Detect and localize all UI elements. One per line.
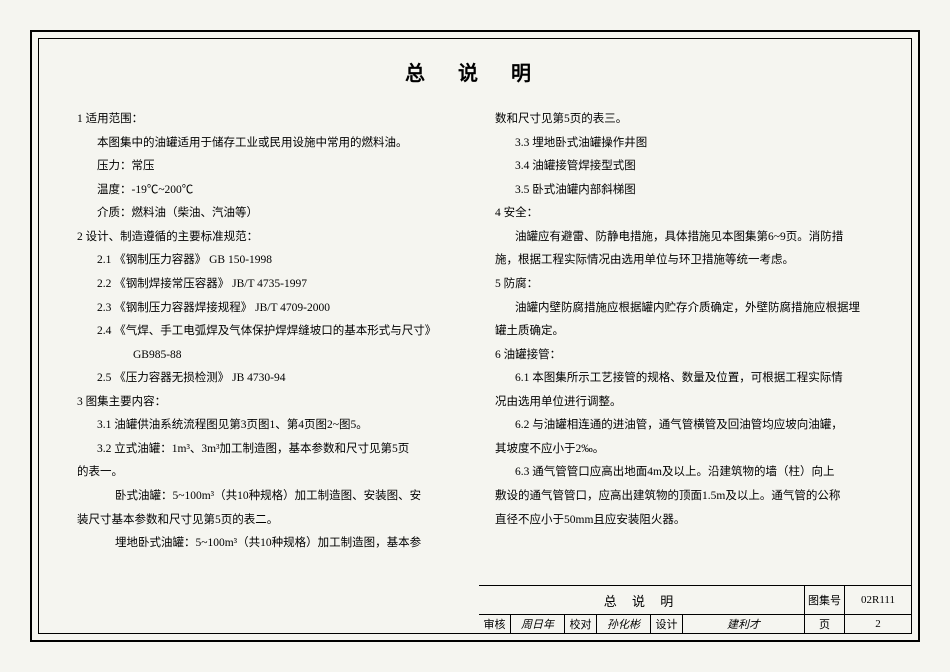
text-line: 装尺寸基本参数和尺寸见第5页的表二。 — [77, 509, 455, 533]
text-line: 压力：常压 — [77, 155, 455, 179]
text-line: 3.5 卧式油罐内部斜梯图 — [495, 179, 873, 203]
text-line: 卧式油罐：5~100m³（共10种规格）加工制造图、安装图、安 — [77, 485, 455, 509]
text-line: 2.5 《压力容器无损检测》 JB 4730-94 — [77, 367, 455, 391]
text-line: 的表一。 — [77, 461, 455, 485]
text-line: 温度：-19℃~200℃ — [77, 179, 455, 203]
text-line: 2.2 《钢制焊接常压容器》 JB/T 4735-1997 — [77, 273, 455, 297]
title-block-main: 总 说 明 审核 周日年 校对 孙化彬 设计 建利才 — [479, 586, 805, 633]
text-line: 埋地卧式油罐：5~100m³（共10种规格）加工制造图，基本参 — [77, 532, 455, 556]
tujihao-label: 图集号 — [805, 586, 845, 614]
inner-frame: 总 说 明 1 适用范围：本图集中的油罐适用于储存工业或民用设施中常用的燃料油。… — [38, 38, 912, 634]
text-line: 罐土质确定。 — [495, 320, 873, 344]
content-area: 总 说 明 1 适用范围：本图集中的油罐适用于储存工业或民用设施中常用的燃料油。… — [39, 39, 911, 585]
page-title: 总 说 明 — [77, 57, 873, 86]
left-column: 1 适用范围：本图集中的油罐适用于储存工业或民用设施中常用的燃料油。压力：常压温… — [77, 108, 455, 556]
text-line: 3 图集主要内容： — [77, 391, 455, 415]
text-line: 油罐应有避雷、防静电措施，具体措施见本图集第6~9页。消防措 — [495, 226, 873, 250]
jiaodui-value: 孙化彬 — [597, 615, 651, 633]
page-number-row: 页 2 — [805, 615, 911, 633]
text-line: 6.1 本图集所示工艺接管的规格、数量及位置，可根据工程实际情 — [495, 367, 873, 391]
text-line: 3.2 立式油罐：1m³、3m³加工制造图，基本参数和尺寸见第5页 — [77, 438, 455, 462]
text-line: 3.3 埋地卧式油罐操作井图 — [495, 132, 873, 156]
text-line: 3.1 油罐供油系统流程图见第3页图1、第4页图2~图5。 — [77, 414, 455, 438]
text-line: 2.3 《钢制压力容器焊接规程》 JB/T 4709-2000 — [77, 297, 455, 321]
title-block-numbers: 图集号 02R111 页 2 — [805, 586, 911, 633]
text-line: GB985-88 — [77, 344, 455, 368]
text-line: 直径不应小于50mm且应安装阻火器。 — [495, 509, 873, 533]
tujihao-value: 02R111 — [845, 586, 911, 614]
jiaodui-label: 校对 — [565, 615, 597, 633]
ye-label: 页 — [805, 615, 845, 633]
sheji-label: 设计 — [651, 615, 683, 633]
text-line: 数和尺寸见第5页的表三。 — [495, 108, 873, 132]
text-line: 6 油罐接管： — [495, 344, 873, 368]
ye-value: 2 — [845, 615, 911, 633]
text-line: 其坡度不应小于2‰。 — [495, 438, 873, 462]
text-line: 6.2 与油罐相连通的进油管，通气管横管及回油管均应坡向油罐， — [495, 414, 873, 438]
text-line: 施，根据工程实际情况由选用单位与环卫措施等统一考虑。 — [495, 249, 873, 273]
drawing-number-row: 图集号 02R111 — [805, 586, 911, 615]
text-line: 1 适用范围： — [77, 108, 455, 132]
text-line: 本图集中的油罐适用于储存工业或民用设施中常用的燃料油。 — [77, 132, 455, 156]
outer-frame: 总 说 明 1 适用范围：本图集中的油罐适用于储存工业或民用设施中常用的燃料油。… — [30, 30, 920, 642]
text-line: 3.4 油罐接管焊接型式图 — [495, 155, 873, 179]
text-line: 2 设计、制造遵循的主要标准规范： — [77, 226, 455, 250]
right-column: 数和尺寸见第5页的表三。3.3 埋地卧式油罐操作井图3.4 油罐接管焊接型式图3… — [495, 108, 873, 556]
text-line: 6.3 通气管管口应高出地面4m及以上。沿建筑物的墙（柱）向上 — [495, 461, 873, 485]
shenhe-label: 审核 — [479, 615, 511, 633]
text-line: 4 安全： — [495, 202, 873, 226]
text-line: 介质：燃料油（柴油、汽油等） — [77, 202, 455, 226]
two-columns: 1 适用范围：本图集中的油罐适用于储存工业或民用设施中常用的燃料油。压力：常压温… — [77, 108, 873, 556]
text-line: 油罐内壁防腐措施应根据罐内贮存介质确定，外壁防腐措施应根据埋 — [495, 297, 873, 321]
signature-row: 审核 周日年 校对 孙化彬 设计 建利才 — [479, 615, 804, 633]
text-line: 5 防腐： — [495, 273, 873, 297]
shenhe-value: 周日年 — [511, 615, 565, 633]
text-line: 敷设的通气管管口，应高出建筑物的顶面1.5m及以上。通气管的公称 — [495, 485, 873, 509]
text-line: 2.1 《钢制压力容器》 GB 150-1998 — [77, 249, 455, 273]
drawing-title: 总 说 明 — [479, 586, 804, 615]
title-block: 总 说 明 审核 周日年 校对 孙化彬 设计 建利才 图集号 02R111 页 … — [479, 585, 911, 633]
text-line: 2.4 《气焊、手工电弧焊及气体保护焊焊缝坡口的基本形式与尺寸》 — [77, 320, 455, 344]
sheji-value: 建利才 — [683, 615, 804, 633]
text-line: 况由选用单位进行调整。 — [495, 391, 873, 415]
